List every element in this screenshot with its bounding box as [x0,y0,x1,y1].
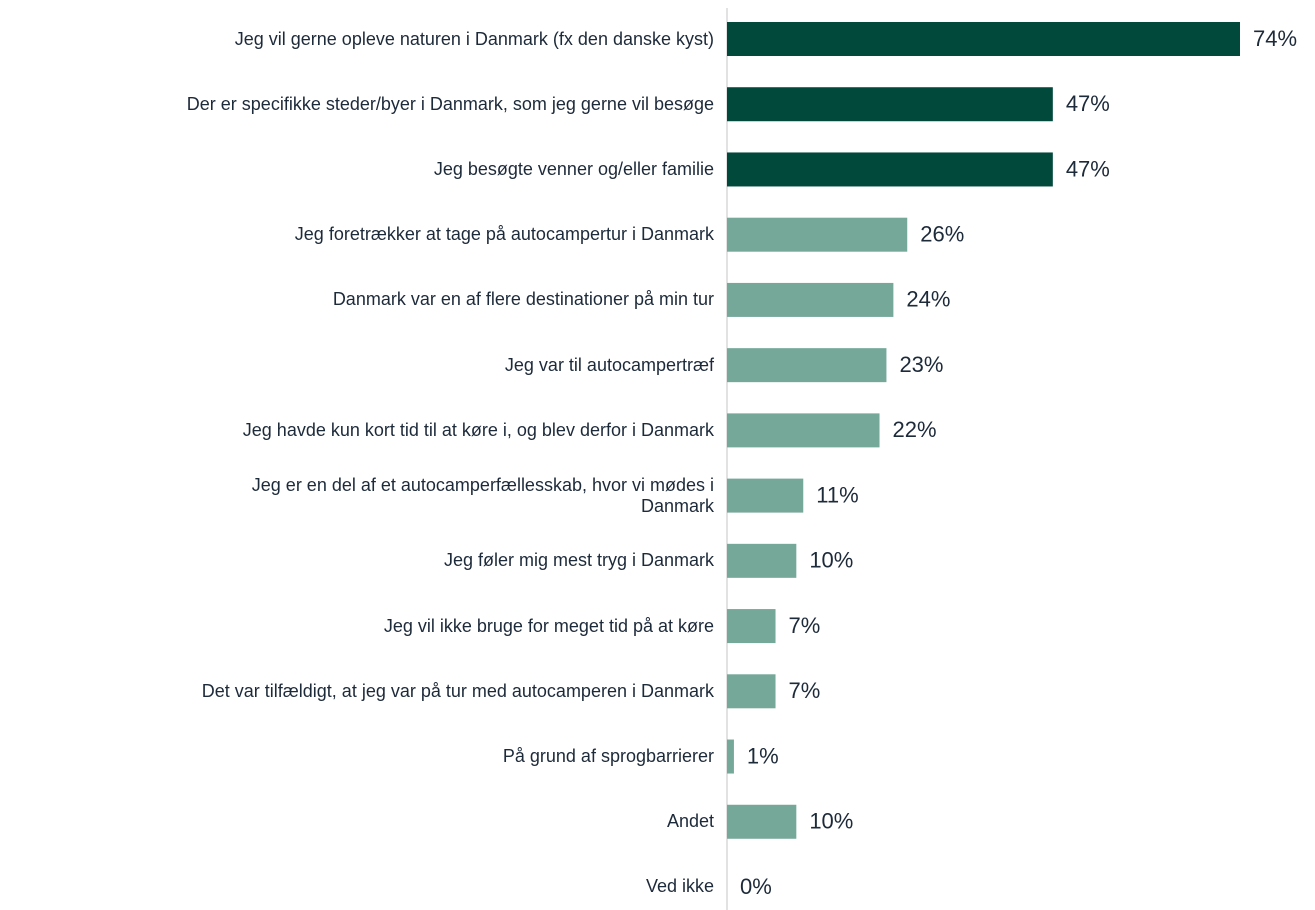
bar [727,413,880,448]
value-label: 7% [789,678,821,703]
bar [727,348,887,383]
category-label: På grund af sprogbarrierer [502,746,714,767]
bar [727,282,894,317]
bar [727,22,1240,56]
value-label: 47% [1066,91,1110,116]
category-label: Jeg havde kun kort tid til at køre i, og… [242,419,714,440]
bar [727,739,734,774]
bar [727,804,797,839]
value-label: 74% [1253,26,1297,51]
value-label: 24% [906,287,950,312]
category-label: Jeg er en del af et autocamperfællesskab… [251,474,714,516]
value-label: 10% [809,809,853,834]
bar [727,152,1053,187]
category-label: Andet [666,811,714,832]
category-label: Jeg var til autocampertræf [504,354,714,375]
value-label: 11% [816,482,858,507]
category-label: Danmark var en af flere destinationer på… [332,289,714,310]
category-label: Jeg vil gerne opleve naturen i Danmark (… [234,28,714,49]
value-label: 7% [789,613,821,638]
category-label: Jeg føler mig mest tryg i Danmark [443,550,714,571]
category-label: Det var tilfældigt, at jeg var på tur me… [201,680,714,701]
value-label: 26% [920,222,964,247]
bar [727,87,1053,122]
category-label: Jeg besøgte venner og/eller familie [433,158,714,179]
bar [727,609,776,644]
bar [727,217,908,252]
bar [727,478,804,513]
value-label: 23% [899,352,943,377]
bar [727,674,776,709]
category-label: Der er specifikke steder/byer i Danmark,… [186,93,714,114]
bar [727,543,797,578]
category-label: Jeg vil ikke bruge for meget tid på at k… [383,615,714,636]
category-label: Ved ikke [645,876,714,897]
value-label: 0% [740,874,772,899]
value-label: 1% [747,743,779,768]
value-label: 10% [809,548,853,573]
value-label: 47% [1066,156,1110,181]
category-label: Jeg foretrækker at tage på autocampertur… [294,224,714,245]
value-label: 22% [893,417,937,442]
